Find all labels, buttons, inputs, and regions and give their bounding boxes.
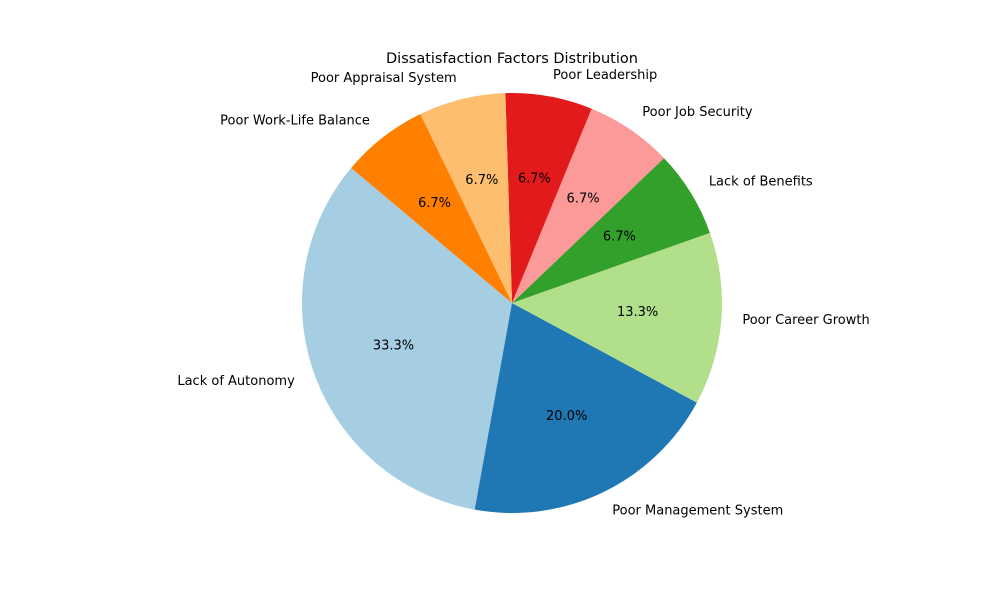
pie-slice-poor-career-growth: [512, 232, 723, 403]
pie-slice-poor-job-security: [512, 108, 665, 303]
slice-pct-poor-appraisal-system: 6.7%: [465, 173, 498, 188]
slice-label-lack-of-benefits: Lack of Benefits: [709, 175, 813, 190]
pie-slice-poor-leadership: [505, 92, 592, 304]
slice-pct-lack-of-benefits: 6.7%: [603, 230, 636, 245]
slice-label-poor-appraisal-system: Poor Appraisal System: [311, 71, 457, 86]
pie-slice-poor-work-life-balance: [351, 114, 512, 303]
slice-label-poor-work-life-balance: Poor Work-Life Balance: [220, 113, 370, 128]
pie-slice-poor-appraisal-system: [420, 93, 512, 303]
slice-label-poor-career-growth: Poor Career Growth: [742, 313, 869, 328]
slice-pct-poor-career-growth: 13.3%: [617, 305, 658, 320]
slice-pct-poor-work-life-balance: 6.7%: [418, 196, 451, 211]
pie-slice-lack-of-benefits: [512, 158, 710, 303]
slice-label-poor-job-security: Poor Job Security: [642, 105, 753, 120]
slice-label-poor-leadership: Poor Leadership: [553, 68, 657, 83]
slice-pct-poor-job-security: 6.7%: [567, 191, 600, 206]
slice-pct-lack-of-autonomy: 33.3%: [373, 338, 414, 353]
slice-pct-poor-leadership: 6.7%: [518, 172, 551, 187]
slice-pct-poor-management-system: 20.0%: [546, 409, 587, 424]
chart-title: Dissatisfaction Factors Distribution: [386, 51, 638, 67]
pie-labels: Lack of Autonomy 33.3% Poor Management Sys…: [177, 68, 869, 518]
slice-label-poor-management-system: Poor Management System: [612, 504, 783, 519]
pie-slice-lack-of-autonomy: [301, 168, 512, 510]
pie-slices: [301, 92, 723, 514]
pie-slice-poor-management-system: [474, 303, 697, 514]
slice-label-lack-of-autonomy: Lack of Autonomy: [177, 374, 295, 389]
